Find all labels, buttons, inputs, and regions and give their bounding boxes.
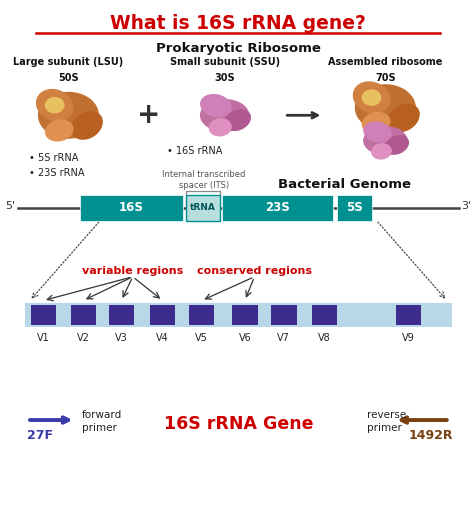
Ellipse shape bbox=[364, 122, 391, 142]
Bar bbox=[396, 305, 421, 325]
Bar bbox=[71, 305, 96, 325]
Text: 1492R: 1492R bbox=[408, 429, 453, 442]
Ellipse shape bbox=[225, 110, 250, 130]
Ellipse shape bbox=[364, 127, 407, 155]
Text: V3: V3 bbox=[115, 333, 128, 344]
Text: tRNA: tRNA bbox=[190, 204, 216, 212]
Text: V9: V9 bbox=[402, 333, 415, 344]
Ellipse shape bbox=[388, 104, 419, 131]
Text: Small subunit (SSU): Small subunit (SSU) bbox=[170, 57, 280, 67]
Text: Prokaryotic Ribosome: Prokaryotic Ribosome bbox=[156, 42, 321, 55]
Bar bbox=[222, 195, 333, 220]
Text: 50S: 50S bbox=[58, 73, 79, 83]
Ellipse shape bbox=[356, 85, 415, 130]
Text: • 16S rRNA: • 16S rRNA bbox=[167, 146, 223, 156]
Text: 16S: 16S bbox=[119, 202, 144, 214]
Bar bbox=[189, 305, 215, 325]
Ellipse shape bbox=[354, 82, 390, 113]
Text: 5': 5' bbox=[6, 202, 16, 211]
Ellipse shape bbox=[201, 95, 231, 117]
Bar bbox=[150, 305, 175, 325]
Text: forward
primer: forward primer bbox=[82, 410, 122, 433]
Text: V1: V1 bbox=[37, 333, 50, 344]
Bar bbox=[80, 195, 183, 220]
Ellipse shape bbox=[386, 136, 409, 154]
Bar bbox=[31, 305, 56, 325]
Text: variable regions: variable regions bbox=[82, 266, 183, 276]
Text: V4: V4 bbox=[156, 333, 169, 344]
Bar bbox=[25, 303, 452, 327]
Text: • 5S rRNA
• 23S rRNA: • 5S rRNA • 23S rRNA bbox=[29, 153, 85, 178]
Bar bbox=[232, 305, 258, 325]
Text: 27F: 27F bbox=[27, 429, 53, 442]
Text: 70S: 70S bbox=[375, 73, 396, 83]
Ellipse shape bbox=[46, 98, 64, 113]
Text: 3': 3' bbox=[461, 202, 471, 211]
Bar bbox=[109, 305, 134, 325]
Text: 5S: 5S bbox=[346, 202, 363, 214]
Text: 16S rRNA Gene: 16S rRNA Gene bbox=[164, 415, 313, 433]
Text: What is 16S rRNA gene?: What is 16S rRNA gene? bbox=[110, 14, 366, 33]
Text: V8: V8 bbox=[318, 333, 331, 344]
Text: V5: V5 bbox=[195, 333, 208, 344]
Ellipse shape bbox=[363, 112, 390, 133]
Text: +: + bbox=[137, 101, 161, 129]
Text: 30S: 30S bbox=[214, 73, 235, 83]
Ellipse shape bbox=[36, 90, 73, 121]
Bar bbox=[272, 305, 297, 325]
Text: conserved regions: conserved regions bbox=[197, 266, 312, 276]
Ellipse shape bbox=[201, 100, 248, 131]
Text: reverse
primer: reverse primer bbox=[367, 410, 406, 433]
Text: Bacterial Genome: Bacterial Genome bbox=[277, 178, 410, 191]
Ellipse shape bbox=[72, 111, 102, 139]
Text: V7: V7 bbox=[277, 333, 290, 344]
Ellipse shape bbox=[46, 120, 73, 141]
Bar bbox=[337, 195, 372, 220]
Ellipse shape bbox=[362, 90, 381, 105]
Ellipse shape bbox=[38, 93, 98, 138]
Text: V2: V2 bbox=[77, 333, 90, 344]
Text: Internal transcribed
spacer (ITS): Internal transcribed spacer (ITS) bbox=[162, 170, 246, 190]
Text: V6: V6 bbox=[238, 333, 251, 344]
Text: Large subunit (LSU): Large subunit (LSU) bbox=[13, 57, 124, 67]
Text: Assembled ribosome: Assembled ribosome bbox=[328, 57, 443, 67]
Ellipse shape bbox=[210, 119, 231, 136]
Ellipse shape bbox=[372, 144, 391, 159]
Bar bbox=[312, 305, 337, 325]
Text: 23S: 23S bbox=[265, 202, 290, 214]
Bar bbox=[185, 195, 220, 220]
